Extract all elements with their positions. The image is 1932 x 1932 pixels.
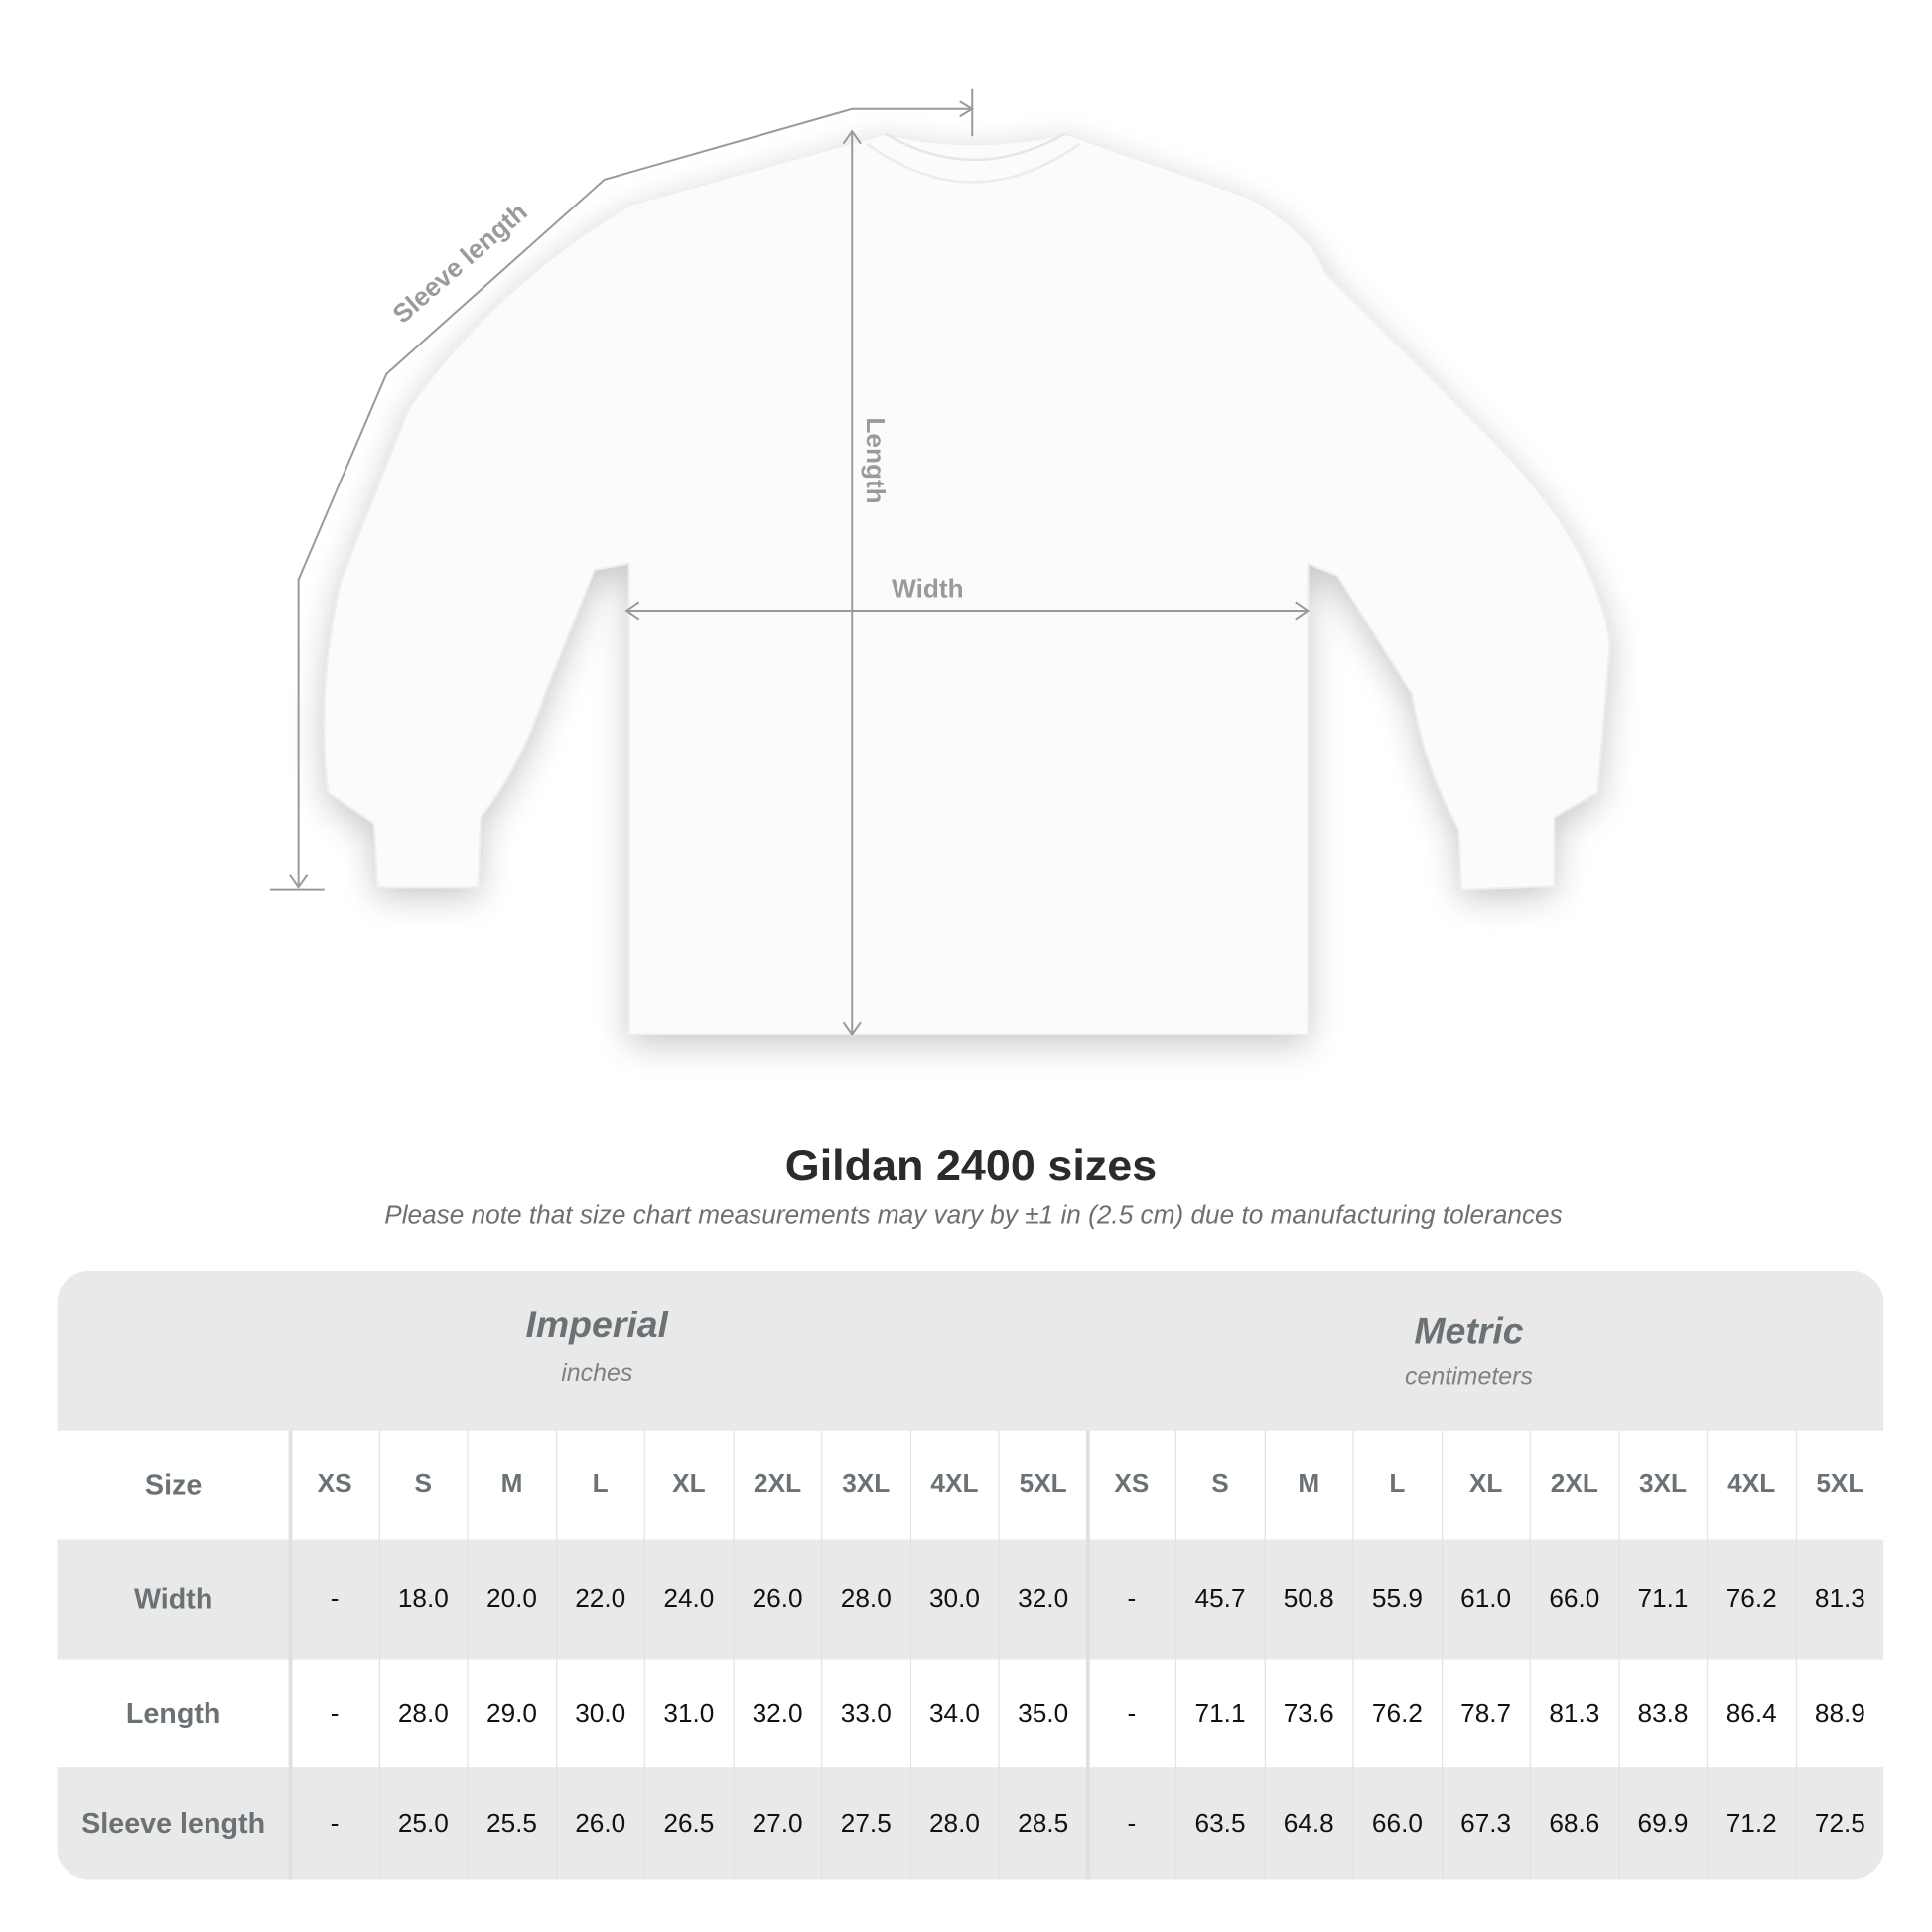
value-cell: 20.0 xyxy=(467,1539,555,1660)
system-divider xyxy=(1086,1430,1090,1880)
value-cell: 28.0 xyxy=(909,1767,998,1880)
value-cell: 33.0 xyxy=(821,1659,909,1768)
value-cell: 28.0 xyxy=(378,1659,467,1768)
value-cell: - xyxy=(1086,1539,1175,1660)
value-cell: 86.4 xyxy=(1706,1659,1795,1768)
value-cell: 34.0 xyxy=(909,1659,998,1768)
width-label: Width xyxy=(892,573,963,603)
value-cell: 25.5 xyxy=(467,1767,555,1880)
size-header-cell: 2XL xyxy=(732,1430,821,1540)
size-header-cell: M xyxy=(1264,1430,1352,1540)
value-cell: 83.8 xyxy=(1617,1659,1707,1768)
size-header-cell: XL xyxy=(643,1430,733,1540)
size-header-cell: XS xyxy=(289,1430,378,1540)
value-cell: 30.0 xyxy=(909,1539,998,1660)
imperial-header: Imperial inches xyxy=(411,1306,782,1389)
value-cell: - xyxy=(1086,1659,1175,1768)
value-cell: 35.0 xyxy=(998,1659,1086,1768)
value-cell: 26.5 xyxy=(643,1767,733,1880)
measurement-lines xyxy=(269,88,1311,1036)
size-header-cell: 5XL xyxy=(1795,1430,1883,1540)
value-cell: 81.3 xyxy=(1529,1659,1618,1768)
size-header-cell: 4XL xyxy=(1706,1430,1795,1540)
value-cell: 32.0 xyxy=(732,1659,821,1768)
value-cell: 28.0 xyxy=(821,1539,909,1660)
long-sleeve-shirt-diagram: Sleeve length Length Width xyxy=(269,88,1611,1036)
metric-header: Metric centimeters xyxy=(1283,1311,1654,1392)
value-cell: 81.3 xyxy=(1795,1539,1883,1660)
value-cell: 27.5 xyxy=(821,1767,909,1880)
value-cell: - xyxy=(289,1767,378,1880)
header-band xyxy=(57,1270,1884,1431)
value-cell: 71.1 xyxy=(1617,1539,1707,1660)
value-cell: 71.1 xyxy=(1174,1659,1264,1768)
size-header-cell: S xyxy=(378,1430,467,1540)
value-cell: 76.2 xyxy=(1352,1659,1441,1768)
value-cell: 71.2 xyxy=(1706,1767,1795,1880)
row-label: Width xyxy=(133,1583,213,1615)
value-cell: 29.0 xyxy=(467,1659,555,1768)
value-cell: 61.0 xyxy=(1441,1539,1529,1660)
value-cell: 26.0 xyxy=(555,1767,643,1880)
table-row-width: Width -18.0 20.0 22.0 24.0 26.0 28.0 30.0 32.0-4… xyxy=(57,1539,1884,1660)
value-cell: - xyxy=(1086,1767,1175,1880)
row-label: Length xyxy=(125,1696,221,1729)
imperial-unit: inches xyxy=(561,1359,633,1388)
value-cell: 22.0 xyxy=(555,1539,643,1660)
value-cell: 67.3 xyxy=(1441,1767,1529,1880)
value-cell: 50.8 xyxy=(1264,1539,1352,1660)
value-cell: 66.0 xyxy=(1352,1767,1441,1880)
size-header-cell: 5XL xyxy=(998,1430,1086,1540)
size-header-cell: 3XL xyxy=(1617,1430,1707,1540)
size-header-cell: XS xyxy=(1086,1430,1175,1540)
value-cell: 72.5 xyxy=(1795,1767,1883,1880)
label-divider xyxy=(288,1430,293,1880)
value-cell: 45.7 xyxy=(1174,1539,1264,1660)
metric-unit: centimeters xyxy=(1404,1363,1533,1391)
size-header-cell: S xyxy=(1174,1430,1264,1540)
size-header-cell: M xyxy=(467,1430,555,1540)
row-label: Sleeve length xyxy=(81,1807,266,1840)
value-cell: 69.9 xyxy=(1617,1767,1707,1880)
value-cell: 88.9 xyxy=(1795,1659,1883,1768)
shirt-shape xyxy=(323,132,1611,1035)
table-row-sleeve-length: Sleeve length -25.0 25.5 26.0 26.5 27.0 27.5 28… xyxy=(57,1767,1884,1880)
imperial-title: Imperial xyxy=(525,1305,669,1346)
value-cell: 31.0 xyxy=(643,1659,733,1768)
value-cell: 26.0 xyxy=(732,1539,821,1660)
row-label: Size xyxy=(144,1467,203,1501)
value-cell: 27.0 xyxy=(732,1767,821,1880)
size-header-cell: 2XL xyxy=(1529,1430,1618,1540)
value-cell: 30.0 xyxy=(555,1659,643,1768)
value-cell: 18.0 xyxy=(378,1539,467,1660)
size-header-cell: 3XL xyxy=(821,1430,909,1540)
value-cell: 64.8 xyxy=(1264,1767,1352,1880)
tolerance-note: Please note that size chart measurements… xyxy=(384,1201,1563,1230)
value-cell: 68.6 xyxy=(1529,1767,1618,1880)
metric-title: Metric xyxy=(1414,1311,1524,1353)
value-cell: 76.2 xyxy=(1706,1539,1795,1660)
size-header-cell: XL xyxy=(1441,1430,1529,1540)
page-title: Gildan 2400 sizes xyxy=(784,1139,1158,1190)
size-chart-table: Imperial inches Metric centimeters Size X… xyxy=(57,1270,1884,1880)
value-cell: 55.9 xyxy=(1352,1539,1441,1660)
size-header-cell: L xyxy=(1352,1430,1441,1540)
value-cell: 66.0 xyxy=(1529,1539,1618,1660)
value-cell: 24.0 xyxy=(643,1539,733,1660)
length-label: Length xyxy=(861,417,891,503)
value-cell: 32.0 xyxy=(998,1539,1086,1660)
value-cell: 73.6 xyxy=(1264,1659,1352,1768)
table-row-length: Length -28.0 29.0 30.0 31.0 32.0 33.0 34.0 35.0-… xyxy=(57,1659,1883,1768)
size-header-cell: L xyxy=(555,1430,643,1540)
size-header-row: Size XS S M L XL 2XL 3XL 4XL 5XL XS S M L XL 2XL 3XL 4XL 5… xyxy=(57,1430,1883,1540)
value-cell: - xyxy=(289,1659,378,1768)
value-cell: - xyxy=(289,1539,378,1660)
sleeve-length-line xyxy=(297,107,973,888)
size-header-cell: 4XL xyxy=(909,1430,998,1540)
value-cell: 28.5 xyxy=(998,1767,1086,1880)
value-cell: 78.7 xyxy=(1441,1659,1529,1768)
value-cell: 25.0 xyxy=(378,1767,467,1880)
value-cell: 63.5 xyxy=(1174,1767,1264,1880)
